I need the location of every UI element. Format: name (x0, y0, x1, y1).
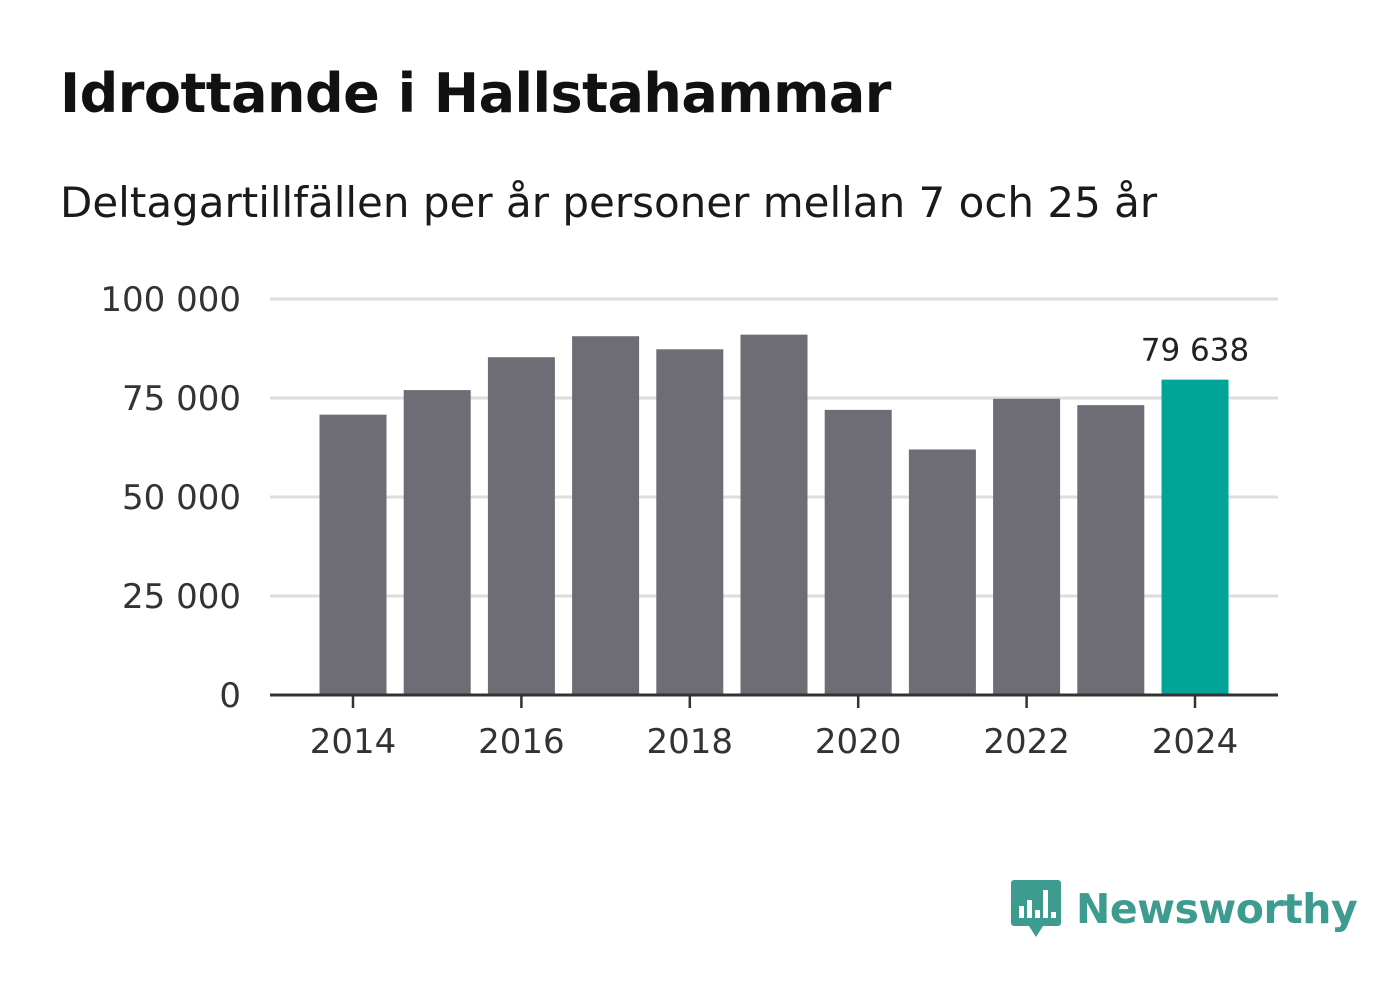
bar-2018 (656, 349, 724, 695)
bar-2023 (1077, 405, 1145, 695)
y-tick-label: 25 000 (122, 577, 241, 617)
chart-subtitle: Deltagartillfällen per år personer mella… (60, 178, 1158, 227)
bar-2016 (487, 357, 555, 695)
y-tick-label: 75 000 (122, 379, 241, 419)
bar-2020 (824, 409, 892, 695)
bar-2015 (403, 390, 471, 695)
newsworthy-logo: Newsworthy (1010, 878, 1358, 940)
bar-2017 (572, 336, 640, 695)
x-tick-label: 2014 (310, 722, 397, 762)
bar-2024 (1161, 379, 1229, 695)
bar-2022 (993, 398, 1061, 695)
bars (319, 334, 1229, 695)
labels: 0 25 000 50 000 75 000 100 000 79 638 2014 2016… (100, 280, 1249, 762)
axes (270, 693, 1278, 708)
x-tick-label: 2020 (815, 722, 902, 762)
x-tick-label: 2018 (647, 722, 734, 762)
data-label-2024: 79 638 (1141, 333, 1249, 369)
bar-2019 (740, 334, 808, 695)
x-tick-label: 2024 (1152, 722, 1239, 762)
y-tick-label: 0 (219, 676, 241, 716)
bar-2021 (908, 449, 976, 695)
x-tick-label: 2016 (478, 722, 565, 762)
y-tick-label: 100 000 (100, 280, 241, 320)
chart-title: Idrottande i Hallstahammar (60, 62, 891, 125)
bar-2014 (319, 414, 387, 695)
x-tick-label: 2022 (983, 722, 1070, 762)
bar-chart-speech-bubble-icon (1011, 880, 1061, 937)
y-tick-label: 50 000 (122, 478, 241, 518)
brand-name: Newsworthy (1076, 885, 1358, 933)
